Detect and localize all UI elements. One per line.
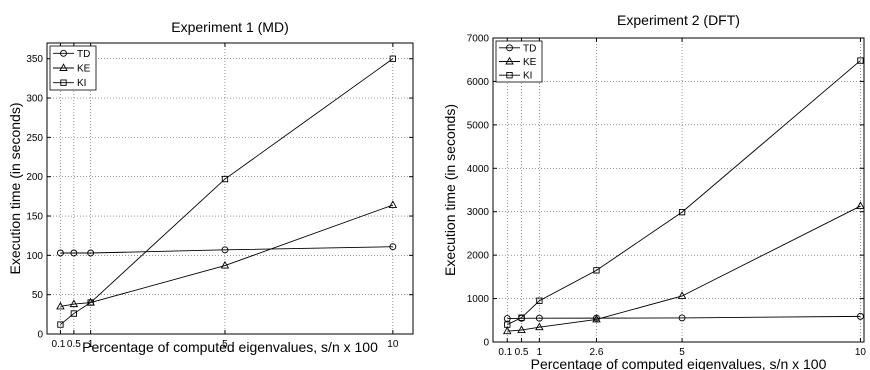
legend-label: KI [77, 78, 86, 89]
data-point-ki [593, 267, 600, 274]
x-tick-label: 0.1 [498, 347, 512, 358]
data-point-ki [504, 321, 511, 328]
x-tick-label: 5 [679, 347, 685, 358]
axes-frame [46, 42, 414, 335]
legend-marker-td [506, 44, 513, 52]
data-point-ke [856, 201, 865, 210]
y-tick-label: 3000 [467, 207, 490, 218]
data-point-td [56, 249, 64, 257]
x-tick-label: 5 [222, 339, 228, 350]
axes-frame [492, 37, 865, 343]
y-axis-label: Execution time (in seconds) [7, 103, 23, 275]
plot-area [47, 43, 413, 334]
x-tick-label: 0.5 [67, 339, 81, 350]
data-point-td [678, 314, 686, 322]
chart-title: Experiment 1 (MD) [171, 19, 288, 35]
series-ki [504, 57, 864, 328]
data-point-td [70, 249, 78, 257]
data-point-ki [57, 321, 64, 328]
legend-marker-ki [60, 79, 67, 86]
legend-label: TD [77, 49, 90, 60]
data-point-ke [503, 326, 512, 335]
y-tick-label: 50 [32, 290, 44, 301]
data-point-ki [518, 314, 525, 321]
y-axis-label: Execution time (in seconds) [442, 104, 458, 276]
data-point-ki [221, 175, 229, 183]
data-point-ki [536, 297, 543, 304]
x-tick-label: 0.1 [51, 339, 65, 350]
y-tick-label: 1000 [467, 294, 490, 305]
data-point-td [87, 249, 95, 257]
legend-marker-ke [59, 63, 68, 71]
y-tick-label: 100 [26, 251, 43, 262]
data-point-ke [56, 301, 65, 310]
y-tick-label: 0 [483, 338, 489, 349]
chart-title: Experiment 2 (DFT) [617, 12, 740, 28]
data-point-ki [857, 57, 864, 64]
series-ke [503, 201, 865, 335]
legend: TD KE KI [495, 40, 543, 83]
x-axis-label: Percentage of computed eigenvalues, s/n … [82, 339, 378, 355]
y-tick-label: 150 [26, 212, 43, 223]
data-point-ki [678, 208, 686, 216]
data-point-td [535, 314, 543, 322]
legend-label: KI [523, 71, 532, 82]
data-point-ke [220, 260, 230, 269]
plot-area [493, 38, 864, 342]
legend-label: KE [523, 57, 537, 68]
y-tick-label: 5000 [467, 120, 490, 131]
y-tick-label: 0 [37, 330, 43, 341]
data-point-ke [592, 314, 601, 323]
y-tick-label: 7000 [467, 34, 490, 45]
series-line-td [60, 246, 393, 254]
legend-marker-td [60, 49, 67, 57]
x-tick-label: 0.5 [515, 347, 529, 358]
x-axis-label: Percentage of computed eigenvalues, s/n … [531, 356, 827, 370]
legend-label: TD [523, 43, 536, 54]
y-tick-label: 200 [26, 172, 43, 183]
data-point-ke [677, 291, 687, 299]
x-tick-label: 1 [88, 339, 94, 350]
data-point-ki [389, 55, 397, 62]
data-point-ke [69, 299, 79, 308]
data-point-ki [70, 310, 78, 317]
data-point-ke [535, 322, 544, 331]
series-ki [57, 55, 397, 328]
data-point-td [221, 246, 229, 254]
y-tick-label: 350 [26, 54, 43, 65]
chart-2: 0.1 0.5 1 2.6 5 10 0 1000 2000 3000 4000 5000 6000 70… [442, 12, 866, 370]
data-point-ke [388, 200, 398, 208]
y-tick-label: 250 [26, 133, 43, 144]
y-tick-label: 4000 [467, 164, 490, 175]
x-tick-label: 10 [855, 347, 867, 358]
data-point-td [389, 243, 397, 251]
series-line-ki [60, 58, 394, 325]
legend: TD KE KI [49, 45, 97, 91]
x-tick-label: 2.6 [589, 347, 603, 358]
x-tick-label: 10 [387, 339, 399, 350]
data-point-td [856, 312, 864, 320]
legend-label: KE [77, 64, 91, 75]
legend-marker-ki [506, 72, 513, 79]
chart-1: 0.1 0.5 1 5 10050100150200250300350Experimen… [7, 19, 414, 355]
y-tick-label: 6000 [467, 77, 490, 88]
legend-marker-ke [505, 56, 514, 65]
data-point-ki [87, 299, 94, 306]
data-point-ke [517, 325, 526, 334]
x-tick-label: 1 [537, 347, 543, 358]
y-tick-label: 300 [26, 94, 43, 105]
y-tick-label: 2000 [467, 251, 490, 262]
series-td [56, 243, 397, 257]
